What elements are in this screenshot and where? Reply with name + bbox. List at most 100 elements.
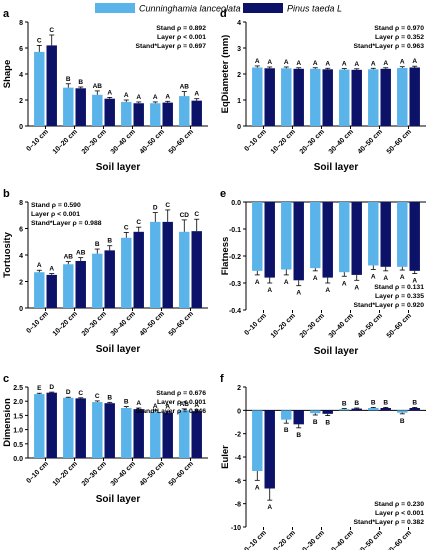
legend-label-cunninghamia: Cunninghamia lanceolata — [139, 4, 241, 14]
significance-letter: AB — [64, 254, 74, 261]
legend: Cunninghamia lanceolata Pinus taeda L — [95, 3, 342, 14]
significance-letter: C — [37, 37, 42, 44]
significance-letter: B — [371, 399, 376, 406]
panel-letter-d: d — [220, 8, 227, 20]
y-tick-label: 4 — [237, 20, 241, 27]
x-tick-label: 30–40 cm — [328, 128, 355, 155]
significance-letter: A — [383, 60, 388, 67]
significance-letter: C — [124, 224, 129, 231]
y-axis-title: EqDiameter (mm) — [220, 35, 231, 114]
stats-line: Stand ρ = 0.131 — [374, 284, 424, 291]
panel-letter-c: c — [3, 373, 9, 385]
bar-cunninghamia — [63, 397, 74, 458]
x-tick-label: 10–20 cm — [52, 128, 79, 155]
panel-letter-b: b — [3, 188, 10, 200]
bar-pinus — [104, 250, 115, 308]
x-tick-label: 50–60 cm — [386, 312, 413, 339]
stats-line: Layer ρ < 0.001 — [157, 34, 206, 41]
significance-letter: B — [296, 432, 301, 439]
x-tick-label: 40–50 cm — [357, 312, 384, 339]
stats-line: Stand*Layer ρ = 0.920 — [353, 302, 424, 309]
x-tick-label: 20–30 cm — [81, 128, 108, 155]
bar-cunninghamia — [179, 410, 190, 458]
bar-cunninghamia — [121, 101, 132, 126]
bar-pinus — [293, 410, 304, 425]
x-tick-label: 30–40 cm — [110, 310, 137, 337]
stats-line: Stand*Layer ρ = 0.963 — [353, 43, 424, 50]
significance-letter: B — [383, 399, 388, 406]
bar-cunninghamia — [34, 51, 45, 126]
significance-letter: AB — [93, 83, 103, 90]
bar-pinus — [322, 202, 333, 278]
y-axis-title: Euler — [220, 445, 231, 469]
x-axis-title: Soil layer — [96, 162, 141, 173]
significance-letter: A — [342, 61, 347, 68]
x-tick-label: 40–50 cm — [139, 460, 166, 487]
x-tick-label: 40–50 cm — [139, 128, 166, 155]
significance-letter: E — [37, 385, 42, 392]
x-tick-label: 20–30 cm — [81, 460, 108, 487]
y-tick-label: -4 — [235, 455, 241, 462]
significance-letter: A — [284, 59, 289, 66]
significance-letter: C — [194, 211, 199, 218]
bar-cunninghamia — [179, 231, 190, 308]
x-tick-label: 30–40 cm — [328, 312, 355, 339]
x-tick-label: 30–40 cm — [110, 460, 137, 487]
y-tick-label: 1 — [237, 98, 241, 105]
y-tick-label: 2 — [19, 98, 23, 105]
significance-letter: B — [107, 238, 112, 245]
bar-pinus — [133, 231, 144, 308]
bar-pinus — [264, 410, 275, 489]
x-axis-title: Soil layer — [314, 346, 359, 357]
significance-letter: A — [107, 89, 112, 96]
x-axis-title: Soil layer — [314, 162, 359, 173]
significance-letter: C — [49, 27, 54, 34]
significance-letter: AB — [76, 250, 86, 257]
bar-cunninghamia — [397, 68, 408, 126]
bar-pinus — [46, 274, 57, 308]
bar-cunninghamia — [63, 264, 74, 308]
bar-cunninghamia — [179, 96, 190, 126]
x-tick-label: 10–20 cm — [270, 312, 297, 339]
bar-cunninghamia — [150, 221, 161, 308]
bar-pinus — [162, 412, 173, 458]
y-tick-label: 1.0 — [13, 428, 23, 435]
x-tick-label: 30–40 cm — [110, 128, 137, 155]
bar-pinus — [351, 408, 362, 411]
bar-pinus — [264, 202, 275, 278]
y-tick-label: 0 — [19, 124, 23, 131]
x-tick-label: 0–10 cm — [25, 460, 49, 484]
significance-letter: A — [296, 290, 301, 297]
bar-pinus — [409, 202, 420, 271]
x-tick-label: 50–60 cm — [168, 310, 195, 337]
bar-cunninghamia — [121, 408, 132, 458]
bar-pinus — [75, 260, 86, 308]
panel-letter-a: a — [3, 8, 10, 20]
significance-letter: A — [383, 275, 388, 282]
bar-pinus — [104, 403, 115, 458]
bar-cunninghamia — [121, 237, 132, 308]
y-tick-label: 6 — [19, 46, 23, 53]
bar-cunninghamia — [281, 202, 292, 270]
panel-letter-e: e — [220, 188, 226, 200]
stats-line: Stand ρ = 0.676 — [156, 390, 206, 397]
significance-letter: A — [400, 59, 405, 66]
bar-cunninghamia — [92, 402, 103, 458]
bar-pinus — [380, 408, 391, 411]
bar-cunninghamia — [397, 410, 408, 413]
significance-letter: A — [267, 59, 272, 66]
significance-letter: B — [78, 79, 83, 86]
bar-pinus — [409, 67, 420, 126]
bar-pinus — [264, 68, 275, 126]
panel-a: a 0 2 4 6 8 Shape CC 0–10 cm B B 10–20 cm AB A 20–30 c… — [2, 8, 208, 173]
bar-pinus — [293, 68, 304, 126]
bar-cunninghamia — [397, 202, 408, 267]
bar-pinus — [104, 98, 115, 126]
significance-letter: AB — [180, 84, 190, 91]
significance-letter: A — [194, 91, 199, 98]
y-tick-label: 1.5 — [13, 413, 23, 420]
stats-line: Stand ρ = 0.230 — [374, 501, 424, 508]
bar-pinus — [351, 69, 362, 126]
